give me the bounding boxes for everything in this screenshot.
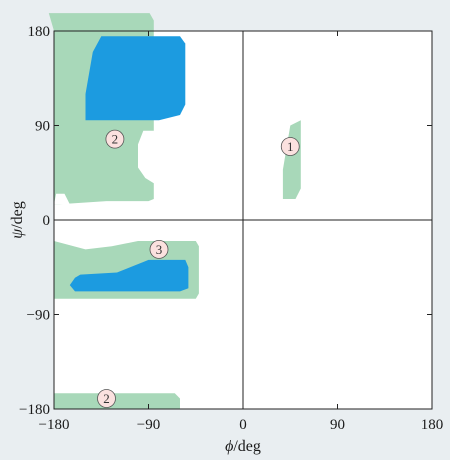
- x-axis-title: ϕ/deg: [225, 438, 261, 455]
- region-labels-layer: 1 2 3 2: [97, 129, 300, 408]
- region-label-circle: [280, 137, 300, 156]
- region-label-1: 1: [280, 137, 300, 156]
- allowed-region: [54, 393, 180, 409]
- ticks-layer: −180 −90 0 90 180 −180 −90 0 90 180: [19, 24, 443, 433]
- region-label-2: 2: [105, 129, 125, 149]
- region-label-circle: [149, 239, 169, 259]
- y-tick-label: 90: [35, 119, 50, 135]
- y-tick-label: −180: [19, 402, 50, 418]
- region-label-3: 3: [149, 239, 169, 259]
- favoured-region: [85, 36, 186, 121]
- white_cutout-region: [54, 193, 70, 205]
- white_cutout-region: [54, 241, 138, 250]
- x-tick-label: −180: [39, 417, 70, 433]
- x-tick-label: 0: [239, 417, 247, 433]
- region-label-number: 3: [156, 242, 163, 257]
- region-label-number: 1: [287, 139, 294, 154]
- y-axis-title: ψ/deg: [9, 201, 26, 238]
- region-label-circle: [105, 129, 125, 149]
- favoured-region: [69, 259, 189, 292]
- y-tick-label: 0: [43, 213, 51, 229]
- region-label-number: 2: [112, 132, 119, 147]
- region-label-circle: [97, 389, 116, 408]
- x-tick-label: 90: [330, 417, 345, 433]
- y-tick-label: −90: [27, 308, 50, 324]
- x-tick-label: 180: [421, 417, 444, 433]
- y-tick-label: 180: [28, 24, 51, 40]
- region-label-number: 2: [103, 391, 110, 406]
- region-label-2: 2: [97, 389, 116, 408]
- x-tick-label: −90: [137, 417, 160, 433]
